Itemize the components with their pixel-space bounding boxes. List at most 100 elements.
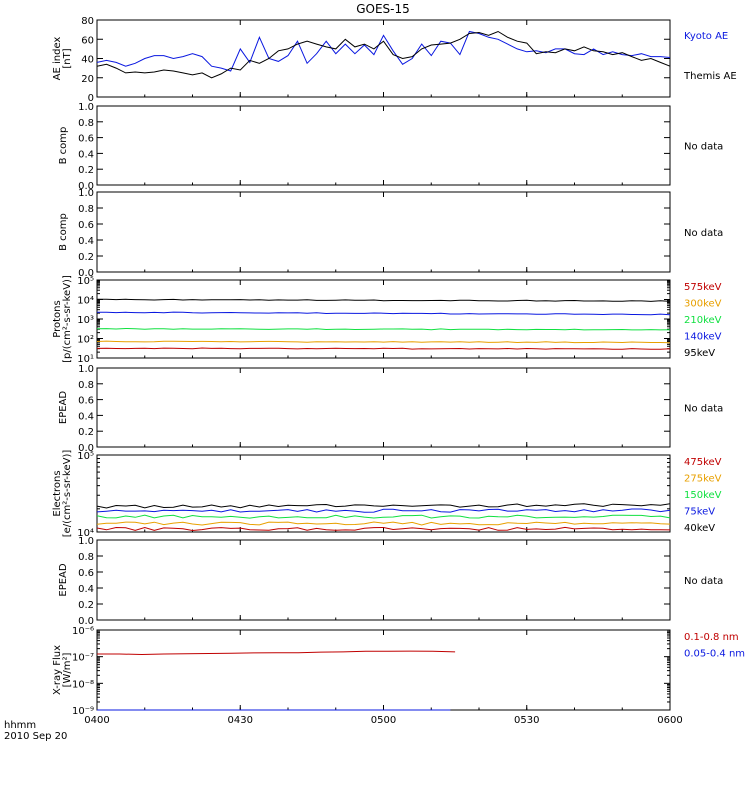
series-line <box>96 514 671 519</box>
y-axis-label: [e/(cm²-s-sr-keV)] <box>62 450 73 538</box>
panel-frame <box>96 367 671 448</box>
y-tick-label: 10³ <box>77 315 94 326</box>
y-tick-label: 0.8 <box>78 552 94 563</box>
no-data-label: No data <box>684 576 723 587</box>
y-tick-label: 10⁵ <box>77 276 94 287</box>
y-axis-label: X-ray Flux <box>52 645 63 695</box>
panel-frame <box>96 19 671 98</box>
y-tick-label: 10¹ <box>77 354 94 365</box>
no-data-label: No data <box>684 404 723 415</box>
legend-entry: Themis AE <box>683 71 737 82</box>
legend-entry: 475keV <box>684 457 722 468</box>
legend-entry: 275keV <box>684 474 722 485</box>
panel-frame <box>96 454 671 533</box>
y-tick-label: 0.8 <box>78 118 94 129</box>
y-tick-label: 0.6 <box>78 568 94 579</box>
y-axis-label: EPEAD <box>58 563 69 597</box>
y-tick-label: 10⁻⁹ <box>72 706 94 717</box>
series-line <box>97 298 671 302</box>
y-tick-label: 0.0 <box>78 616 94 627</box>
panel-frame <box>96 105 671 186</box>
panel-electrons: 10⁴ 10⁵ Electrons [e/(cm²-s-sr-keV)] 475keV 2… <box>52 450 722 539</box>
y-tick-label: 1.0 <box>78 188 94 199</box>
y-tick-label: 0.4 <box>78 584 94 595</box>
y-axis-label: [nT] <box>62 48 73 68</box>
y-tick-label: 1.0 <box>78 536 94 547</box>
y-tick-label: 0.6 <box>78 396 94 407</box>
y-tick-label: 0.2 <box>78 600 94 611</box>
series-line <box>96 30 671 72</box>
y-tick-label: 10² <box>77 335 94 346</box>
series-line <box>97 650 456 656</box>
y-tick-label: 0.4 <box>78 411 94 422</box>
y-tick-label: 0.6 <box>78 134 94 145</box>
series-line <box>96 30 671 79</box>
y-tick-label: 10⁴ <box>77 528 94 539</box>
y-axis-label: Protons <box>52 300 63 337</box>
legend-entry: 95keV <box>684 348 715 359</box>
y-tick-label: 0.4 <box>78 236 94 247</box>
y-tick-label: 0.4 <box>78 149 94 160</box>
y-axis-label: [p/(cm²-s-sr-keV)] <box>62 275 73 363</box>
series-line <box>96 340 671 344</box>
legend-entry: 150keV <box>684 490 722 501</box>
legend-entry: 0.05-0.4 nm <box>684 649 745 660</box>
y-tick-label: 0.6 <box>78 220 94 231</box>
y-tick-label: 10⁻⁷ <box>72 653 94 664</box>
x-axis-unit-label: hhmm <box>4 720 36 731</box>
panel-epead1: 0.0 0.2 0.4 0.6 0.8 1.0 EPEAD No data <box>58 364 723 454</box>
panel-frame <box>96 629 671 711</box>
series-line <box>96 508 671 513</box>
series-line <box>96 503 671 509</box>
y-tick-label: 0.0 <box>78 181 94 192</box>
x-tick-label: 0600 <box>657 715 682 726</box>
panel-epead2: 0.0 0.2 0.4 0.6 0.8 1.0 EPEAD No data <box>58 536 723 627</box>
legend-entry: 300keV <box>684 299 722 310</box>
y-tick-label: 0.2 <box>78 165 94 176</box>
panel-frame <box>96 539 671 621</box>
legend-entry: 140keV <box>684 332 722 343</box>
y-tick-label: 1.0 <box>78 364 94 375</box>
series-line <box>96 347 671 350</box>
y-tick-label: 80 <box>81 16 94 27</box>
y-tick-label: 1.0 <box>78 102 94 113</box>
no-data-label: No data <box>684 228 723 239</box>
series-line <box>96 521 671 526</box>
panel-protons: 10¹ 10² 10³ 10⁴ 10⁵ Protons [p/(cm²-s-sr-keV)]… <box>52 275 722 365</box>
y-axis-label: B comp <box>58 127 69 165</box>
y-tick-label: 0.8 <box>78 380 94 391</box>
plot-title: GOES-15 <box>356 2 410 16</box>
y-tick-label: 0.0 <box>78 268 94 279</box>
panel-b2: 0.0 0.2 0.4 0.6 0.8 1.0 B comp No data <box>58 188 723 279</box>
y-tick-label: 0 <box>88 93 94 104</box>
y-tick-label: 0.8 <box>78 204 94 215</box>
y-tick-label: 10⁵ <box>77 451 94 462</box>
y-tick-label: 0.2 <box>78 427 94 438</box>
legend-entry: 40keV <box>684 523 715 534</box>
panel-frame <box>96 191 671 273</box>
y-tick-label: 10⁴ <box>77 296 94 307</box>
legend-entry: 210keV <box>684 315 722 326</box>
x-tick-label: 0530 <box>514 715 539 726</box>
y-tick-label: 0.2 <box>78 252 94 263</box>
y-axis-label: Electrons <box>52 470 63 516</box>
legend-entry: 0.1-0.8 nm <box>684 632 739 643</box>
x-tick-label: 0400 <box>84 715 109 726</box>
y-tick-label: 40 <box>81 55 94 66</box>
panel-ae: 0 20 40 60 80 AE index [nT] Kyoto AE Themis AE <box>52 16 737 104</box>
y-axis-label: B comp <box>58 213 69 251</box>
y-tick-label: 60 <box>81 35 94 46</box>
y-tick-label: 10⁻⁸ <box>72 679 94 690</box>
y-tick-label: 0.0 <box>78 443 94 454</box>
x-axis-date-label: 2010 Sep 20 <box>4 731 67 742</box>
y-tick-label: 10⁻⁶ <box>72 626 94 637</box>
series-line <box>97 311 671 316</box>
panel-xray: 10⁻⁹ 10⁻⁸ 10⁻⁷ 10⁻⁶ X-ray Flux [W/m²] 0.1-0.8 … <box>52 626 745 717</box>
y-axis-label: EPEAD <box>58 391 69 425</box>
panel-b1: 0.0 0.2 0.4 0.6 0.8 1.0 B comp No data <box>58 102 723 192</box>
legend-entry: 575keV <box>684 282 722 293</box>
x-tick-label: 0430 <box>228 715 253 726</box>
no-data-label: No data <box>684 142 723 153</box>
y-axis-label: [W/m²] <box>62 652 73 687</box>
